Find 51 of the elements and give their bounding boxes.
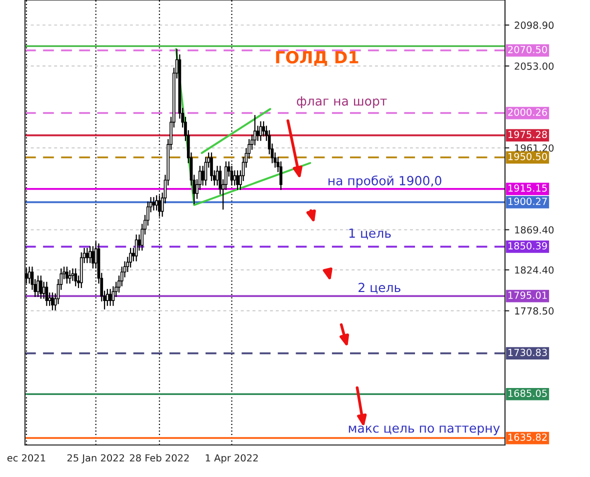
candlestick [108,288,112,306]
ref-line-label: 1915.15 [508,184,547,192]
candlestick [259,120,262,142]
annotation: 1 цель [349,228,391,240]
annotation: 2 цель [358,282,400,294]
ref-line-label: 1685.05 [508,390,547,397]
candlestick [74,268,78,287]
y-tick-label: 1824.40 [515,266,554,274]
ref-line-label: 1850.39 [508,242,547,250]
candlestick [106,288,109,306]
x-tick-label: 1 Apr 2022 [206,454,258,464]
candlestick [51,292,54,311]
candlestick [236,170,239,191]
candlestick [86,247,89,264]
candlestick [88,246,92,264]
candlestick [65,266,68,284]
ref-line-label: 2070.50 [508,46,547,54]
ref-line-label: 1795.01 [508,292,547,299]
candlestick [112,286,115,306]
y-tick-label: 1869.40 [515,226,554,234]
x-tick-label: 28 Feb 2022 [130,454,189,462]
ref-line-label: 1635.82 [508,433,547,441]
candlestick [210,152,213,182]
candlestick [253,114,256,146]
ref-line-label: 1900.27 [508,198,547,206]
y-tick-label: 2098.90 [514,22,554,29]
annotation: ГОЛД D1 [276,50,358,66]
annotation: макс цель по паттерну [348,426,500,436]
candlestick [279,160,282,191]
y-tick-label: 2053.00 [514,62,554,70]
x-tick-label: 25 Jan 2022 [67,454,124,464]
candlestick [134,234,138,262]
candlestick [152,196,156,212]
annotation: флаг на шорт [296,96,387,108]
candlestick [36,275,40,298]
y-tick-label: 1961.20 [515,144,554,152]
y-tick-label: 1778.50 [515,307,554,315]
candlestick [68,270,72,284]
candlestick [39,275,42,300]
candlestick [129,247,132,268]
ref-line-label: 2000.26 [508,108,547,116]
ref-line-label: 1730.83 [508,348,547,356]
candlestick [262,120,265,137]
annotation: на пробой 1900,0 [328,175,442,188]
ref-line-label: 1975.28 [508,130,547,138]
candlestick [155,194,158,212]
candlestick [233,170,236,186]
candlestick [45,281,48,306]
ref-line-label: 1950.50 [508,152,547,160]
x-tick-label: ec 2021 [7,454,46,462]
candlestick [92,246,94,269]
